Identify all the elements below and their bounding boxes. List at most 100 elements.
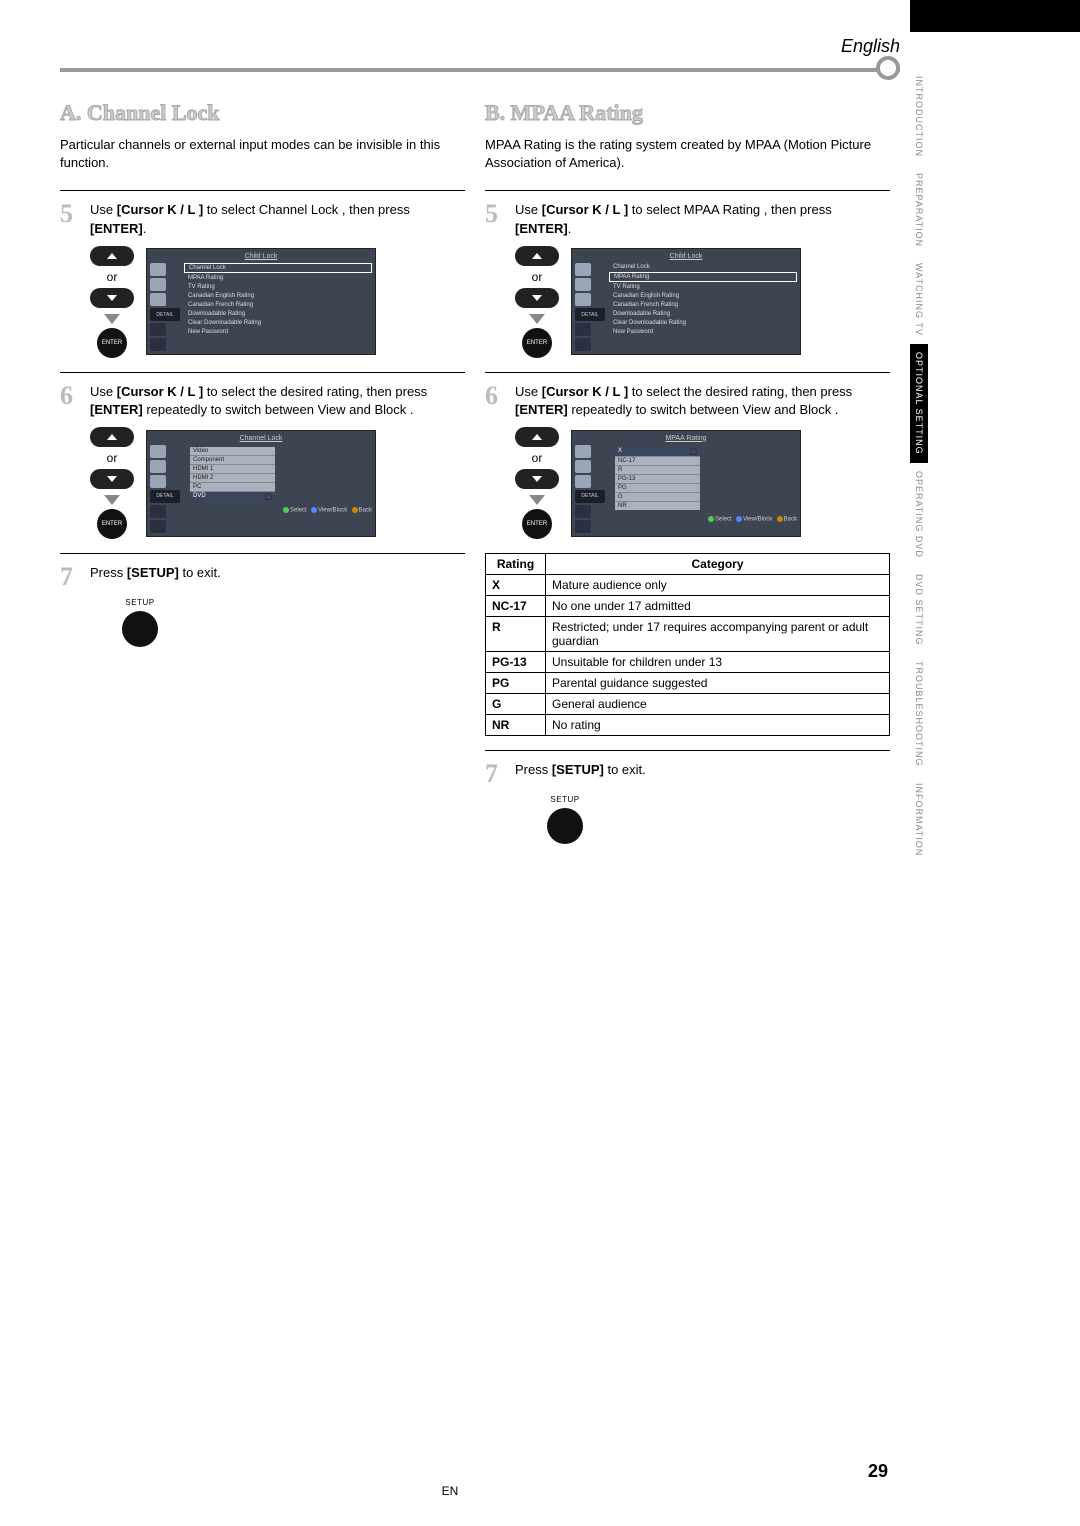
top-black-strip — [910, 0, 1080, 32]
step-number: 5 — [60, 201, 82, 227]
section-b-intro: MPAA Rating is the rating system created… — [485, 136, 890, 172]
tab-operating-dvd: OPERATING DVD — [910, 463, 928, 566]
or-label: or — [532, 270, 543, 284]
osd-icon-column: DETAIL — [150, 263, 180, 351]
setup-button — [547, 808, 583, 844]
osd-item: G — [615, 493, 700, 502]
osd-item: NR — [615, 502, 700, 510]
osd-childlock-a: Child Lock DETAIL Channel Lock MPAA Rati… — [146, 248, 376, 355]
setup-button — [122, 611, 158, 647]
osd-sublist: Video Component HDMI 1 HDMI 2 PC DVD Sel… — [184, 445, 372, 533]
osd-item: R — [615, 466, 700, 475]
tab-watching-tv: WATCHING TV — [910, 255, 928, 344]
column-channel-lock: A. Channel Lock Particular channels or e… — [60, 100, 465, 848]
flow-arrow-icon — [104, 314, 120, 324]
osd-item: Canadian French Rating — [609, 301, 797, 309]
step-number: 6 — [60, 383, 82, 409]
step-7b: 7 Press [SETUP] to exit. — [485, 761, 890, 787]
osd-item: Downloadable Rating — [609, 310, 797, 318]
osd-item: PC — [190, 483, 275, 492]
lock-icon — [690, 448, 697, 455]
step-6b: 6 Use [Cursor K / L ] to select the desi… — [485, 383, 890, 419]
step6a-visual: or ENTER Channel Lock DETAIL — [90, 427, 465, 539]
step-text: Press [SETUP] to exit. — [90, 564, 465, 582]
osd-item: Downloadable Rating — [184, 310, 372, 318]
osd-title: Channel Lock — [150, 434, 372, 445]
step-number: 7 — [485, 761, 507, 787]
divider — [485, 750, 890, 751]
enter-button: ENTER — [97, 328, 127, 358]
flow-arrow-icon — [529, 495, 545, 505]
page-lang-code: EN — [0, 1484, 900, 1498]
detail-icon: DETAIL — [575, 308, 605, 321]
column-mpaa-rating: B. MPAA Rating MPAA Rating is the rating… — [485, 100, 890, 848]
divider — [60, 553, 465, 554]
osd-item: PG-13 — [615, 475, 700, 484]
enter-button: ENTER — [522, 509, 552, 539]
or-label: or — [107, 451, 118, 465]
osd-item: Canadian English Rating — [184, 292, 372, 300]
header-dot-icon — [876, 56, 900, 80]
step-text: Use [Cursor K / L ] to select Channel Lo… — [90, 201, 465, 237]
divider — [485, 190, 890, 191]
setup-button-block: SETUP — [525, 795, 605, 844]
divider — [60, 372, 465, 373]
divider — [485, 372, 890, 373]
detail-icon: DETAIL — [150, 308, 180, 321]
osd-item: Clear Downloadable Rating — [184, 319, 372, 327]
osd-item-selected: DVD — [190, 492, 275, 501]
cursor-up-button — [90, 427, 134, 447]
section-b-title: B. MPAA Rating — [485, 100, 890, 126]
osd-title: Child Lock — [150, 252, 372, 263]
step-text: Use [Cursor K / L ] to select the desire… — [515, 383, 890, 419]
setup-label: SETUP — [525, 795, 605, 804]
osd-item: Channel Lock — [184, 263, 372, 273]
remote-buttons: or ENTER — [515, 427, 559, 539]
osd-footer: Select View/Block Back — [184, 504, 372, 514]
table-row: NRNo rating — [486, 715, 890, 736]
osd-item: TV Rating — [184, 283, 372, 291]
osd-item: New Password — [184, 328, 372, 336]
cursor-up-button — [515, 246, 559, 266]
cursor-up-button — [90, 246, 134, 266]
step-5b: 5 Use [Cursor K / L ] to select MPAA Rat… — [485, 201, 890, 237]
tab-introduction: INTRODUCTION — [910, 68, 928, 165]
osd-childlock-b: Child Lock DETAIL Channel Lock MPAA Rati… — [571, 248, 801, 355]
tab-information: INFORMATION — [910, 775, 928, 864]
table-row: PG-13Unsuitable for children under 13 — [486, 652, 890, 673]
th-category: Category — [546, 554, 890, 575]
remote-buttons: or ENTER — [90, 427, 134, 539]
osd-item: PG — [615, 484, 700, 493]
step-7a: 7 Press [SETUP] to exit. — [60, 564, 465, 590]
detail-icon: DETAIL — [150, 490, 180, 503]
osd-item: New Password — [609, 328, 797, 336]
or-label: or — [107, 270, 118, 284]
step-text: Press [SETUP] to exit. — [515, 761, 890, 779]
osd-item: Clear Downloadable Rating — [609, 319, 797, 327]
osd-list: Channel Lock MPAA Rating TV Rating Canad… — [609, 263, 797, 351]
flow-arrow-icon — [529, 314, 545, 324]
step-5a: 5 Use [Cursor K / L ] to select Channel … — [60, 201, 465, 237]
th-rating: Rating — [486, 554, 546, 575]
osd-item: Component — [190, 456, 275, 465]
cursor-down-button — [515, 288, 559, 308]
osd-sublist: X NC-17 R PG-13 PG G NR Select View/Bloc… — [609, 445, 797, 533]
step5a-visual: or ENTER Child Lock DETAIL Chann — [90, 246, 465, 358]
osd-list: Channel Lock MPAA Rating TV Rating Canad… — [184, 263, 372, 351]
osd-footer: Select View/Block Back — [609, 513, 797, 523]
enter-button: ENTER — [97, 509, 127, 539]
divider — [60, 190, 465, 191]
setup-button-block: SETUP — [100, 598, 180, 647]
page-number: 29 — [868, 1461, 888, 1482]
osd-title: MPAA Rating — [575, 434, 797, 445]
step-6a: 6 Use [Cursor K / L ] to select the desi… — [60, 383, 465, 419]
tab-dvd-setting: DVD SETTING — [910, 566, 928, 654]
osd-item: TV Rating — [609, 283, 797, 291]
osd-item: Video — [190, 447, 275, 456]
cursor-down-button — [90, 469, 134, 489]
osd-item: NC-17 — [615, 457, 700, 466]
content-columns: A. Channel Lock Particular channels or e… — [60, 100, 890, 848]
osd-item: MPAA Rating — [184, 274, 372, 282]
step5b-visual: or ENTER Child Lock DETAIL Chann — [515, 246, 890, 358]
side-tabs: INTRODUCTION PREPARATION WATCHING TV OPT… — [910, 68, 932, 864]
